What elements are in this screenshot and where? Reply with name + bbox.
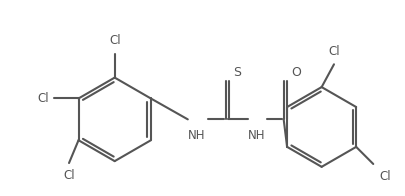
Text: Cl: Cl [63,169,75,182]
Text: Cl: Cl [109,34,121,47]
Text: NH: NH [247,129,265,142]
Text: NH: NH [188,129,205,142]
Text: S: S [233,66,241,80]
Text: Cl: Cl [37,92,49,105]
Text: O: O [291,66,301,80]
Text: Cl: Cl [379,170,390,183]
Text: Cl: Cl [328,45,340,58]
